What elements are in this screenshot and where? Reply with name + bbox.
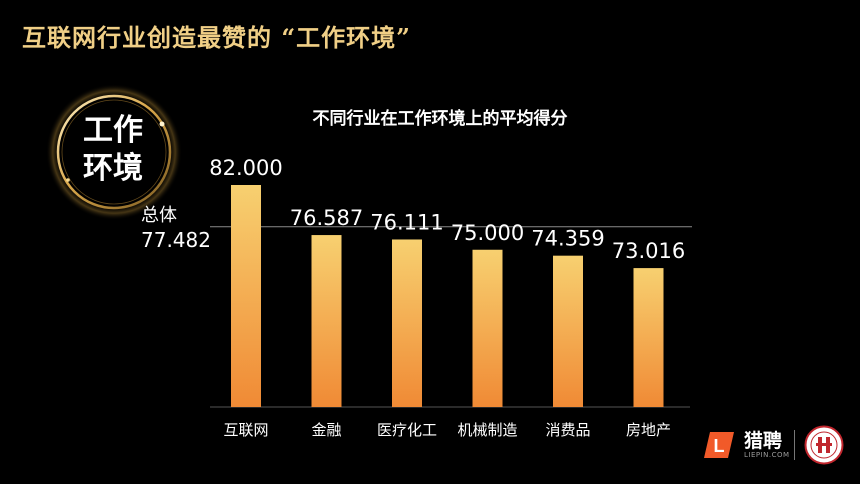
bar <box>633 268 664 407</box>
brand-text: 猎聘 LIEPIN.COM <box>744 431 790 459</box>
category-label: 互联网 <box>223 421 268 439</box>
category-label: 金融 <box>311 421 341 439</box>
bar <box>231 185 261 407</box>
brand-divider <box>794 430 795 460</box>
brand-domain: LIEPIN.COM <box>744 451 790 459</box>
slide-title: 互联网行业创造最赞的 “工作环境” <box>22 23 411 52</box>
logo-letter: L <box>714 436 725 456</box>
bar <box>311 235 342 407</box>
badge-text: 工作 环境 <box>68 112 158 188</box>
reference-value-label: 77.482 <box>141 228 211 252</box>
bar <box>553 255 583 407</box>
bar <box>472 249 503 407</box>
category-label: 医疗化工 <box>377 421 437 439</box>
badge-ring <box>46 84 182 220</box>
bar <box>392 239 422 407</box>
category-label: 消费品 <box>545 421 590 439</box>
category-label: 机械制造 <box>457 421 517 439</box>
chart-title: 不同行业在工作环境上的平均得分 <box>312 109 568 129</box>
data-label: 73.016 <box>612 239 685 263</box>
data-label: 82.000 <box>209 156 282 180</box>
liepin-logo: L 猎聘 LIEPIN.COM <box>704 426 790 464</box>
brand-name: 猎聘 <box>744 430 783 452</box>
category-label: 房地产 <box>626 421 671 439</box>
university-seal-icon <box>804 425 844 465</box>
badge-line-2: 环境 <box>83 151 143 186</box>
liepin-logo-icon: L <box>704 432 734 458</box>
data-label: 76.587 <box>290 206 363 230</box>
data-label: 75.000 <box>451 221 524 245</box>
badge-line-1: 工作 <box>83 113 143 148</box>
data-label: 76.111 <box>370 210 443 234</box>
reference-label: 总体 <box>141 205 177 226</box>
data-label: 74.359 <box>531 227 604 251</box>
